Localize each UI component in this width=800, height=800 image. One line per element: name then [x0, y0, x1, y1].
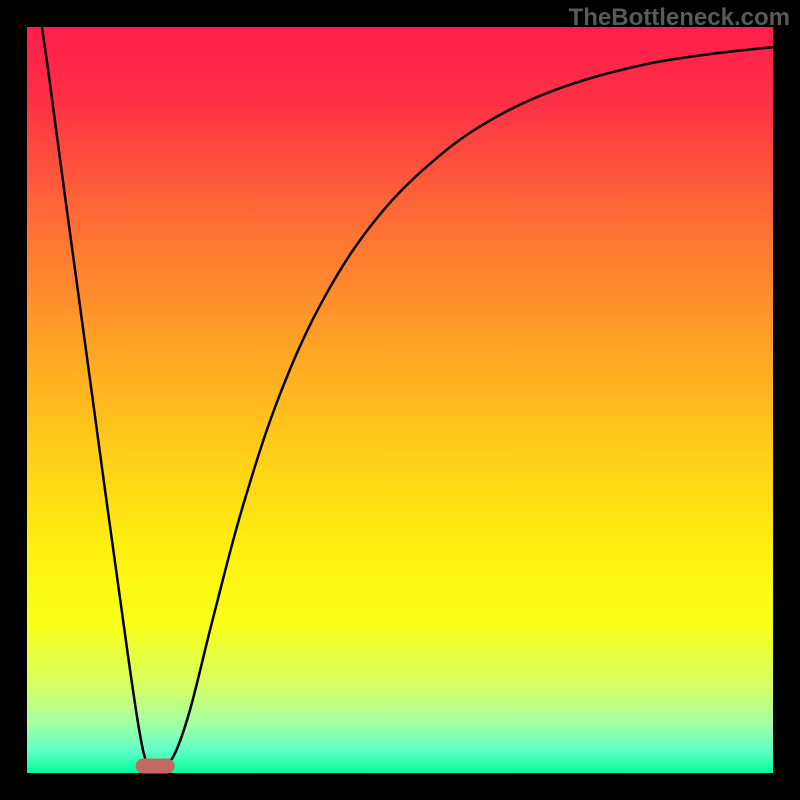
bottleneck-curve: [42, 27, 773, 768]
curve-layer: [27, 27, 773, 773]
plot-area: [27, 27, 773, 773]
optimum-marker: [136, 759, 175, 774]
chart-canvas: TheBottleneck.com: [0, 0, 800, 800]
